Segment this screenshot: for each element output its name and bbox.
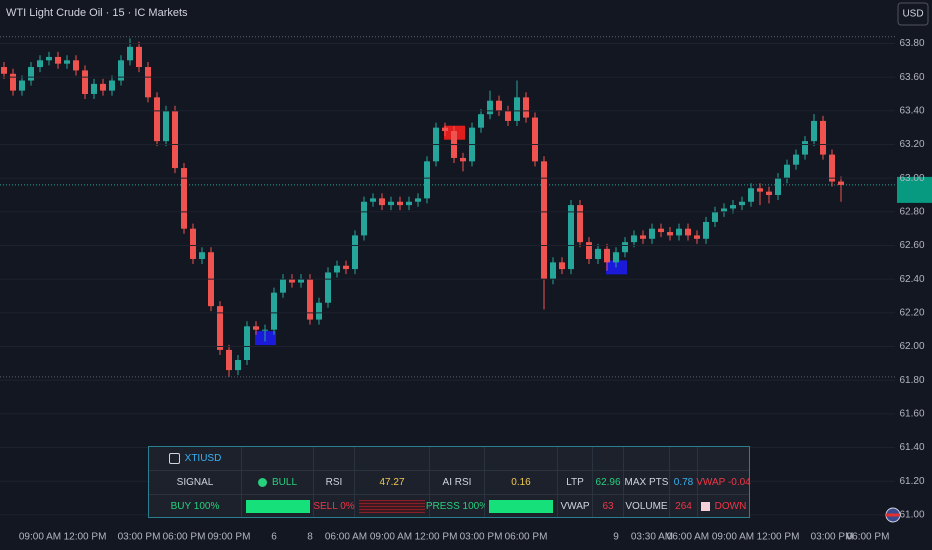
empty-cell bbox=[242, 447, 313, 470]
y-tick-label: 63.00 bbox=[899, 173, 924, 184]
empty-cell bbox=[558, 447, 592, 470]
y-tick-label: 63.60 bbox=[899, 72, 924, 83]
table-cell: 264 bbox=[670, 495, 697, 517]
empty-cell bbox=[698, 447, 749, 470]
x-tick-label: 03:00 PM bbox=[811, 532, 854, 543]
table-cell: AI RSI bbox=[430, 471, 484, 494]
x-tick-label: 6 bbox=[271, 532, 277, 543]
trend-icon bbox=[700, 501, 710, 511]
trend-value: DOWN bbox=[714, 500, 747, 512]
table-cell: PRESS 100% bbox=[426, 495, 488, 517]
x-tick-label: 09:00 AM bbox=[19, 532, 61, 543]
bar-cell bbox=[242, 495, 313, 517]
currency-button[interactable] bbox=[897, 2, 929, 26]
y-tick-label: 61.20 bbox=[899, 476, 924, 487]
y-tick-label: 62.60 bbox=[899, 240, 924, 251]
y-tick-label: 63.40 bbox=[899, 105, 924, 116]
sell-bar bbox=[359, 499, 425, 513]
bar-cell bbox=[355, 495, 429, 517]
empty-cell bbox=[314, 447, 354, 470]
x-tick-label: 06:00 PM bbox=[163, 532, 206, 543]
x-tick-label: 12:00 PM bbox=[757, 532, 800, 543]
y-tick-label: 62.80 bbox=[899, 206, 924, 217]
currency-label[interactable]: USD bbox=[902, 9, 923, 20]
signal-table: XTIUSD SIGNAL BULL RSI 47.27 AI RSI 0.16… bbox=[148, 446, 751, 518]
x-tick-label: 09:00 AM bbox=[370, 532, 412, 543]
x-tick-label: 03:30 AM bbox=[631, 532, 673, 543]
x-tick-label: 9 bbox=[613, 532, 619, 543]
table-cell: RSI bbox=[314, 471, 354, 494]
x-tick-label: 12:00 PM bbox=[415, 532, 458, 543]
y-tick-label: 62.20 bbox=[899, 307, 924, 318]
table-cell: 0.78 bbox=[670, 471, 697, 494]
x-tick-label: 06:00 AM bbox=[667, 532, 709, 543]
y-tick-label: 62.00 bbox=[899, 341, 924, 352]
x-tick-label: 09:00 PM bbox=[208, 532, 251, 543]
table-cell: 0.16 bbox=[485, 471, 557, 494]
table-cell: VOLUME bbox=[624, 495, 669, 517]
x-tick-label: 09:00 AM bbox=[712, 532, 754, 543]
x-tick-label: 06:00 PM bbox=[505, 532, 548, 543]
empty-cell bbox=[430, 447, 484, 470]
table-cell: 47.27 bbox=[355, 471, 429, 494]
x-tick-label: 06:00 PM bbox=[847, 532, 890, 543]
chart-title: WTI Light Crude Oil · 15 · IC Markets bbox=[6, 7, 188, 19]
table-cell: VWAP -0.04 bbox=[696, 471, 751, 494]
table-cell: MAX PTS bbox=[624, 471, 669, 494]
table-cell: 63 bbox=[593, 495, 623, 517]
empty-cell bbox=[485, 447, 557, 470]
symbol-icon bbox=[168, 453, 180, 464]
y-tick-label: 63.80 bbox=[899, 38, 924, 49]
y-tick-label: 61.60 bbox=[899, 409, 924, 420]
table-cell: BUY 100% bbox=[149, 495, 241, 517]
x-tick-label: 03:00 PM bbox=[460, 532, 503, 543]
y-tick-label: 61.80 bbox=[899, 375, 924, 386]
table-cell: 62.96 bbox=[593, 471, 623, 494]
empty-cell bbox=[355, 447, 429, 470]
symbol: XTIUSD bbox=[184, 453, 222, 464]
y-tick-label: 62.40 bbox=[899, 274, 924, 285]
signal-dot bbox=[257, 478, 267, 487]
table-title: XTIUSD bbox=[149, 447, 241, 470]
x-tick-label: 12:00 PM bbox=[64, 532, 107, 543]
empty-cell bbox=[593, 447, 623, 470]
buy-bar bbox=[245, 499, 310, 513]
table-cell: SIGNAL bbox=[149, 471, 241, 494]
last-price-tag bbox=[897, 176, 932, 203]
y-tick-label: 61.00 bbox=[899, 510, 924, 521]
y-tick-label: 61.40 bbox=[899, 442, 924, 453]
empty-cell bbox=[670, 447, 697, 470]
empty-cell bbox=[624, 447, 669, 470]
x-tick-label: 8 bbox=[307, 532, 313, 543]
bar-cell bbox=[485, 495, 557, 517]
signal-value: BULL bbox=[271, 477, 297, 488]
signal-cell: BULL bbox=[242, 471, 313, 494]
table-cell: LTP bbox=[558, 471, 592, 494]
trend-cell: DOWN bbox=[698, 495, 749, 517]
x-tick-label: 06:00 AM bbox=[325, 532, 367, 543]
press-bar bbox=[489, 499, 553, 513]
table-cell: VWAP bbox=[558, 495, 592, 517]
x-tick-label: 03:00 PM bbox=[118, 532, 161, 543]
table-cell: SELL 0% bbox=[313, 495, 355, 517]
y-tick-label: 63.20 bbox=[899, 139, 924, 150]
